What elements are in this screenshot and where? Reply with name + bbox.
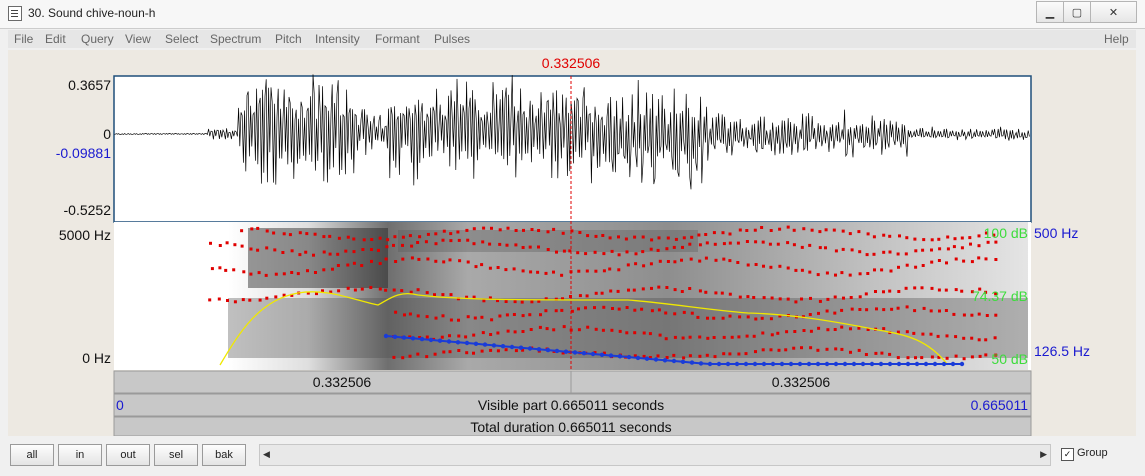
- zoom-back-button[interactable]: bak: [202, 444, 246, 466]
- pitch-bottom-label: 126.5 Hz: [1034, 343, 1090, 359]
- cursor-time-label: 0.332506: [542, 55, 601, 71]
- scroll-left-icon[interactable]: ◀: [263, 449, 270, 459]
- spectrogram-image: [228, 222, 1028, 370]
- visible-end-label: 0.665011: [971, 397, 1029, 413]
- zoom-in-button[interactable]: in: [58, 444, 102, 466]
- close-button[interactable]: ✕: [1090, 1, 1137, 23]
- total-duration-bar[interactable]: [113, 416, 1032, 436]
- pitch-curve: [383, 333, 965, 367]
- close-icon: ✕: [1108, 6, 1119, 19]
- menu-query[interactable]: Query: [81, 32, 114, 46]
- menu-view[interactable]: View: [125, 32, 151, 46]
- maximize-icon: ▢: [1071, 6, 1083, 19]
- time-segment-right[interactable]: [570, 370, 1032, 394]
- menu-formant[interactable]: Formant: [375, 32, 420, 46]
- horizontal-scrollbar[interactable]: ◀ ▶: [259, 444, 1051, 466]
- formant-tracks: [208, 225, 998, 361]
- waveform-min-label: -0.5252: [64, 202, 112, 218]
- minimize-icon: ▁: [1045, 6, 1055, 19]
- scroll-right-icon[interactable]: ▶: [1040, 449, 1047, 459]
- waveform-zero-label: 0: [103, 126, 111, 142]
- menu-bar: File Edit Query View Select Spectrum Pit…: [8, 30, 1136, 48]
- waveform-trace: [114, 74, 1030, 190]
- total-duration-label: Total duration 0.665011 seconds: [470, 419, 671, 435]
- intensity-top-label: 100 dB: [984, 225, 1028, 241]
- menu-spectrum[interactable]: Spectrum: [210, 32, 262, 46]
- time-segment-left-label: 0.332506: [313, 374, 372, 390]
- menu-pulses[interactable]: Pulses: [434, 32, 471, 46]
- title-bar: 30. Sound chive-noun-h ▁ ▢ ✕: [0, 0, 1145, 29]
- freq-top-label: 5000 Hz: [59, 227, 111, 243]
- pitch-top-label: 500 Hz: [1034, 225, 1078, 241]
- group-checkbox[interactable]: ✓: [1061, 448, 1074, 461]
- zoom-sel-button[interactable]: sel: [154, 444, 198, 466]
- editor-canvas[interactable]: 0.332506 0.3657 0 -0.09881 -0.5252 5000 …: [8, 50, 1136, 436]
- visible-part-label: Visible part 0.665011 seconds: [478, 397, 664, 413]
- intensity-mid-label: 74.37 dB: [972, 288, 1028, 304]
- visible-part-bar[interactable]: [113, 393, 1032, 417]
- zoom-all-button[interactable]: all: [10, 444, 54, 466]
- bottom-toolbar: all in out sel bak ◀ ▶ ✓ Group: [8, 440, 1136, 468]
- waveform-panel[interactable]: [113, 75, 1032, 223]
- menu-help[interactable]: Help: [1104, 32, 1129, 46]
- intensity-bottom-label: 50 dB: [991, 351, 1028, 367]
- menu-file[interactable]: File: [14, 32, 34, 46]
- freq-bottom-label: 0 Hz: [82, 350, 111, 366]
- maximize-button[interactable]: ▢: [1063, 1, 1091, 23]
- waveform-cursor-value: -0.09881: [56, 145, 111, 161]
- app-icon: [8, 6, 22, 21]
- minimize-button[interactable]: ▁: [1036, 1, 1064, 23]
- visible-start-label: 0: [116, 397, 124, 413]
- time-segment-right-label: 0.332506: [772, 374, 831, 390]
- waveform-max-label: 0.3657: [68, 77, 111, 93]
- menu-pitch[interactable]: Pitch: [275, 32, 302, 46]
- window-title: 30. Sound chive-noun-h: [28, 6, 156, 20]
- menu-edit[interactable]: Edit: [45, 32, 66, 46]
- intensity-curve: [219, 291, 949, 366]
- group-label: Group: [1077, 447, 1108, 459]
- menu-intensity[interactable]: Intensity: [315, 32, 360, 46]
- menu-select[interactable]: Select: [165, 32, 199, 46]
- zoom-out-button[interactable]: out: [106, 444, 150, 466]
- editor-area[interactable]: 0.332506 0.3657 0 -0.09881 -0.5252 5000 …: [8, 50, 1136, 436]
